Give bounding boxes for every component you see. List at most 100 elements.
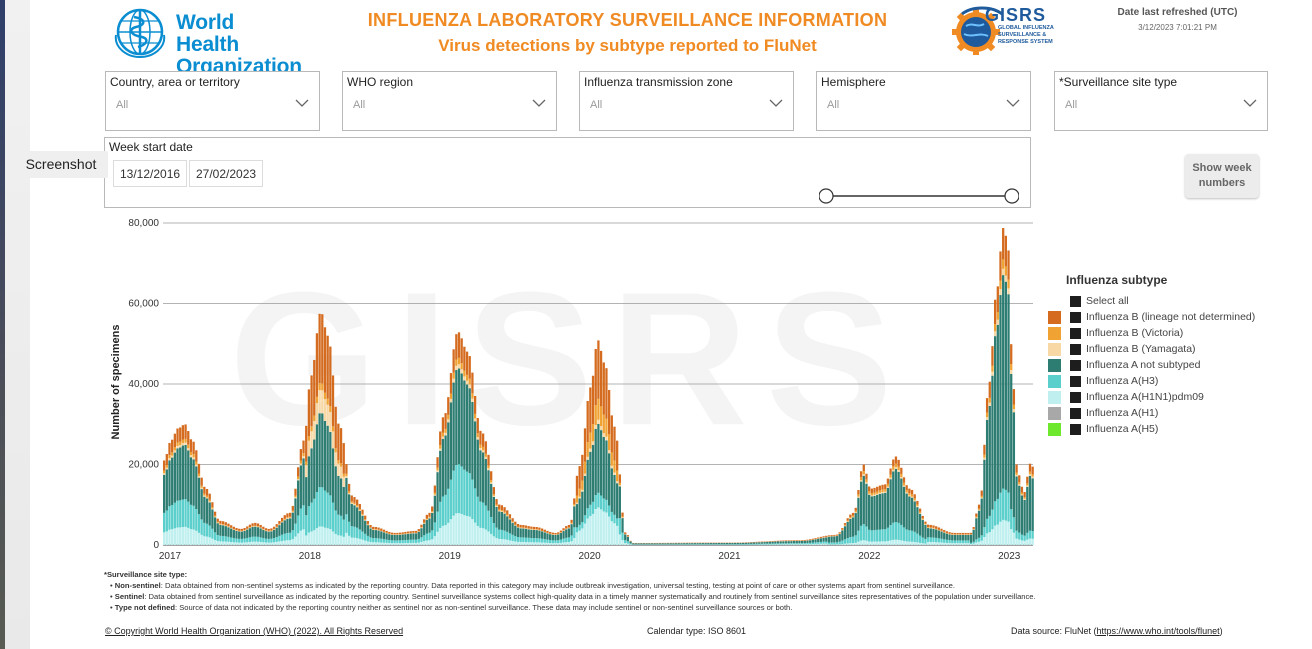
weekly-bar[interactable] <box>969 532 973 545</box>
weekly-bar[interactable] <box>270 528 273 545</box>
weekly-bar[interactable] <box>626 535 630 545</box>
weekly-bar[interactable] <box>822 536 825 545</box>
weekly-bar[interactable] <box>602 362 605 545</box>
weekly-bar[interactable] <box>779 540 782 545</box>
weekly-bar[interactable] <box>862 464 865 545</box>
weekly-bar[interactable] <box>267 528 270 545</box>
weekly-bar[interactable] <box>691 542 694 545</box>
weekly-bar[interactable] <box>227 523 230 545</box>
weekly-bar[interactable] <box>776 540 780 545</box>
weekly-bar[interactable] <box>825 535 828 545</box>
weekly-bar[interactable] <box>246 526 249 545</box>
weekly-bar[interactable] <box>519 524 522 545</box>
weekly-bar[interactable] <box>948 532 951 545</box>
weekly-bar[interactable] <box>248 524 252 545</box>
weekly-bar[interactable] <box>758 541 761 545</box>
weekly-bar[interactable] <box>610 415 613 545</box>
weekly-bar[interactable] <box>581 454 584 545</box>
weekly-bar[interactable] <box>187 431 190 545</box>
weekly-bar[interactable] <box>468 356 471 545</box>
weekly-bar[interactable] <box>310 375 313 545</box>
weekly-bar[interactable] <box>607 390 611 545</box>
weekly-bar[interactable] <box>723 542 726 545</box>
weekly-bar[interactable] <box>283 515 286 545</box>
weekly-bar[interactable] <box>557 532 560 545</box>
weekly-bar[interactable] <box>634 542 638 545</box>
weekly-bar[interactable] <box>380 528 383 545</box>
weekly-bar[interactable] <box>851 512 855 545</box>
weekly-bar[interactable] <box>377 527 380 545</box>
weekly-bar[interactable] <box>586 400 589 545</box>
weekly-bar[interactable] <box>977 504 981 545</box>
weekly-bar[interactable] <box>999 251 1002 545</box>
weekly-bar[interactable] <box>1031 466 1034 545</box>
weekly-bar[interactable] <box>524 525 528 545</box>
weekly-bar[interactable] <box>666 542 670 545</box>
weekly-bar[interactable] <box>500 505 504 545</box>
weekly-bar[interactable] <box>339 428 343 545</box>
weekly-bar[interactable] <box>522 525 525 545</box>
weekly-bar[interactable] <box>669 542 672 545</box>
weekly-bar[interactable] <box>870 488 873 545</box>
weekly-bar[interactable] <box>412 530 415 545</box>
legend-item[interactable]: Influenza A(H1) <box>1048 405 1298 421</box>
copyright-link[interactable]: © Copyright World Health Organization (W… <box>105 626 404 636</box>
weekly-bar[interactable] <box>843 523 847 545</box>
weekly-bar[interactable] <box>884 484 887 545</box>
weekly-bar[interactable] <box>747 542 750 545</box>
weekly-bar[interactable] <box>675 542 678 545</box>
weekly-bar[interactable] <box>401 532 404 545</box>
weekly-bar[interactable] <box>766 541 769 545</box>
weekly-bar[interactable] <box>605 368 608 545</box>
weekly-bar[interactable] <box>924 521 927 545</box>
weekly-bar[interactable] <box>980 490 983 545</box>
weekly-bar[interactable] <box>473 396 477 545</box>
weekly-bar[interactable] <box>782 540 785 545</box>
weekly-bar[interactable] <box>827 535 831 545</box>
weekly-bar[interactable] <box>913 494 916 545</box>
weekly-bar[interactable] <box>294 488 297 545</box>
weekly-bar[interactable] <box>752 541 756 545</box>
weekly-bar[interactable] <box>1015 464 1018 545</box>
checkbox[interactable] <box>1070 376 1081 387</box>
weekly-bar[interactable] <box>637 542 640 545</box>
weekly-bar[interactable] <box>460 338 463 545</box>
weekly-bar[interactable] <box>318 313 321 545</box>
weekly-bar[interactable] <box>918 508 922 545</box>
weekly-bar[interactable] <box>506 510 509 545</box>
weekly-bar[interactable] <box>240 528 244 545</box>
legend-item[interactable]: Influenza A(H1N1)pdm09 <box>1048 389 1298 405</box>
slider-end-handle[interactable] <box>1004 188 1019 204</box>
weekly-bar[interactable] <box>889 468 892 545</box>
weekly-bar[interactable] <box>431 506 434 545</box>
weekly-bar[interactable] <box>449 373 453 545</box>
weekly-bar[interactable] <box>514 521 517 545</box>
weekly-bar[interactable] <box>452 349 455 545</box>
weekly-bar[interactable] <box>406 531 410 545</box>
weekly-bar[interactable] <box>479 430 482 545</box>
weekly-bar[interactable] <box>921 515 924 545</box>
weekly-bar[interactable] <box>441 417 445 545</box>
weekly-bar[interactable] <box>645 542 648 545</box>
weekly-bar[interactable] <box>817 537 820 545</box>
weekly-bar[interactable] <box>835 534 839 545</box>
weekly-bar[interactable] <box>213 511 217 545</box>
weekly-bar[interactable] <box>658 542 662 545</box>
weekly-bar[interactable] <box>910 489 914 545</box>
hemisphere-filter[interactable]: Hemisphere All <box>816 71 1031 131</box>
weekly-bar[interactable] <box>216 518 219 545</box>
weekly-bar[interactable] <box>530 526 533 545</box>
legend-select-all[interactable]: Select all <box>1048 293 1298 309</box>
weekly-bar[interactable] <box>988 381 991 545</box>
weekly-bar[interactable] <box>967 532 970 545</box>
weekly-bar[interactable] <box>511 518 514 545</box>
weekly-bar[interactable] <box>235 528 238 545</box>
weekly-bar[interactable] <box>725 542 729 545</box>
weekly-bar[interactable] <box>163 460 166 545</box>
checkbox[interactable] <box>1070 296 1081 307</box>
weekly-bar[interactable] <box>179 427 182 545</box>
weekly-bar[interactable] <box>481 433 485 545</box>
legend-item[interactable]: Influenza B (Victoria) <box>1048 325 1298 341</box>
weekly-bar[interactable] <box>878 485 882 545</box>
legend-item[interactable]: Influenza B (lineage not determined) <box>1048 309 1298 325</box>
